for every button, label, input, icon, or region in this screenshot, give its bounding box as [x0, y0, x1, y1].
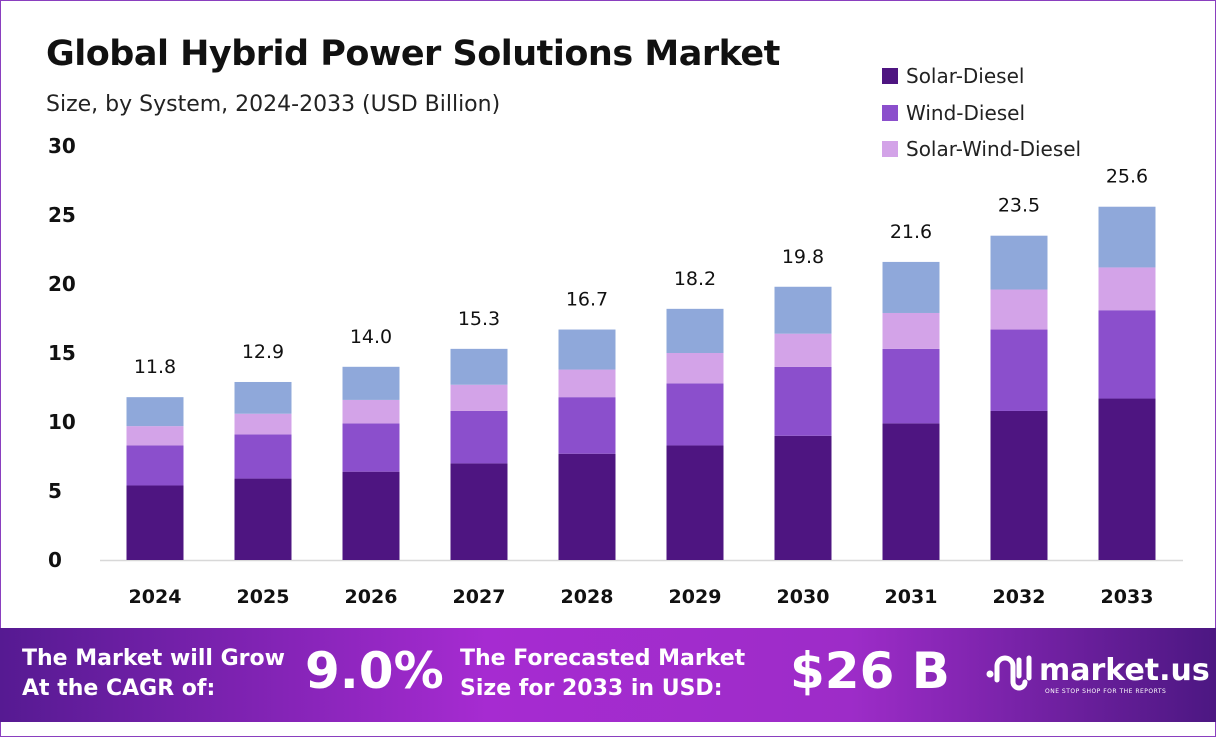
total-label-2026: 14.0	[350, 326, 392, 348]
total-label-2032: 23.5	[998, 195, 1040, 217]
logo-name: market.us	[1039, 652, 1210, 688]
bar-segment-series-4-2032	[990, 235, 1048, 290]
total-label-2027: 15.3	[458, 308, 500, 330]
bar-segment-series-4-2030	[774, 286, 832, 334]
legend-swatch	[882, 104, 898, 121]
legend-label: Wind-Diesel	[906, 100, 1026, 125]
forecast-label-line1: The Forecasted Market	[460, 646, 746, 671]
bar-chart: 05101520253011.8202412.9202514.0202615.3…	[48, 134, 1183, 608]
bar-segment-solar-wind-diesel-2024	[126, 426, 184, 446]
bar-segment-series-4-2026	[342, 366, 400, 400]
y-tick-label: 0	[48, 548, 62, 572]
bar-segment-solar-wind-diesel-2025	[234, 413, 292, 435]
legend-item-solar-wind-diesel: Solar-Wind-Diesel	[882, 131, 1081, 168]
cagr-label-line1: The Market will Grow	[22, 646, 285, 671]
bar-segment-solar-diesel-2032	[990, 410, 1048, 560]
x-tick-label-2029: 2029	[669, 586, 722, 608]
bar-segment-wind-diesel-2025	[234, 434, 292, 479]
bar-segment-solar-wind-diesel-2028	[558, 369, 616, 398]
x-tick-label-2025: 2025	[237, 586, 290, 608]
bar-segment-wind-diesel-2029	[666, 383, 724, 446]
logo-icon	[986, 655, 1032, 691]
bar-segment-series-4-2033	[1098, 206, 1156, 268]
bar-segment-solar-wind-diesel-2029	[666, 353, 724, 384]
legend-swatch	[882, 68, 898, 85]
legend-swatch	[882, 141, 898, 158]
bar-segment-series-4-2029	[666, 308, 724, 353]
x-tick-label-2032: 2032	[993, 586, 1046, 608]
total-label-2028: 16.7	[566, 289, 608, 311]
legend-label: Solar-Wind-Diesel	[906, 137, 1082, 162]
bar-segment-solar-diesel-2025	[234, 478, 292, 560]
chart-subtitle: Size, by System, 2024-2033 (USD Billion)	[46, 92, 501, 117]
x-tick-label-2024: 2024	[129, 586, 182, 608]
total-label-2025: 12.9	[242, 341, 284, 363]
x-tick-label-2028: 2028	[561, 586, 614, 608]
total-label-2033: 25.6	[1106, 166, 1148, 188]
bar-segment-solar-diesel-2033	[1098, 398, 1156, 560]
bar-segment-solar-diesel-2026	[342, 471, 400, 560]
bar-segment-series-4-2031	[882, 261, 940, 313]
y-tick-label: 5	[48, 479, 62, 503]
bar-segment-wind-diesel-2026	[342, 423, 400, 472]
y-tick-label: 20	[48, 272, 76, 296]
x-tick-label-2030: 2030	[777, 586, 830, 608]
bar-segment-solar-diesel-2029	[666, 445, 724, 560]
bar-segment-wind-diesel-2028	[558, 397, 616, 454]
x-tick-label-2026: 2026	[345, 586, 398, 608]
x-tick-label-2027: 2027	[453, 586, 506, 608]
legend-item-wind-diesel: Wind-Diesel	[882, 95, 1081, 132]
y-tick-label: 25	[48, 203, 76, 227]
bar-segment-solar-diesel-2028	[558, 453, 616, 560]
bar-segment-solar-wind-diesel-2027	[450, 384, 508, 411]
bar-segment-series-4-2028	[558, 329, 616, 370]
marketus-logo: market.us ONE STOP SHOP FOR THE REPORTS	[985, 648, 1210, 695]
forecast-label: The Forecasted Market Size for 2033 in U…	[460, 644, 745, 704]
bar-segment-series-4-2025	[234, 381, 292, 414]
footer-banner: The Market will Grow At the CAGR of: 9.0…	[0, 628, 1216, 722]
total-label-2031: 21.6	[890, 221, 932, 243]
total-label-2029: 18.2	[674, 268, 716, 290]
legend: Solar-Diesel Wind-Diesel Solar-Wind-Dies…	[882, 58, 1081, 168]
bar-segment-solar-wind-diesel-2030	[774, 333, 832, 367]
bar-segment-wind-diesel-2030	[774, 366, 832, 436]
bar-segment-solar-wind-diesel-2031	[882, 312, 940, 349]
chart-title: Global Hybrid Power Solutions Market	[46, 34, 780, 74]
y-tick-label: 30	[48, 134, 76, 158]
bar-segment-solar-wind-diesel-2032	[990, 289, 1048, 330]
cagr-label-line2: At the CAGR of:	[22, 676, 216, 701]
bar-segment-solar-wind-diesel-2033	[1098, 267, 1156, 311]
y-tick-label: 10	[48, 410, 76, 434]
x-tick-label-2033: 2033	[1101, 586, 1154, 608]
bar-segment-solar-wind-diesel-2026	[342, 399, 400, 424]
bar-segment-wind-diesel-2033	[1098, 310, 1156, 399]
cagr-label: The Market will Grow At the CAGR of:	[22, 644, 285, 704]
total-label-2030: 19.8	[782, 246, 824, 268]
bar-segment-solar-diesel-2030	[774, 435, 832, 560]
forecast-label-line2: Size for 2033 in USD:	[460, 676, 723, 701]
y-tick-label: 15	[48, 341, 76, 365]
bar-segment-series-4-2024	[126, 397, 184, 427]
cagr-value: 9.0%	[305, 642, 444, 700]
x-tick-label-2031: 2031	[885, 586, 938, 608]
bar-segment-solar-diesel-2027	[450, 463, 508, 560]
legend-item-solar-diesel: Solar-Diesel	[882, 58, 1081, 95]
bar-segment-wind-diesel-2024	[126, 445, 184, 486]
logo-tagline: ONE STOP SHOP FOR THE REPORTS	[1045, 688, 1167, 695]
bar-segment-wind-diesel-2031	[882, 348, 940, 424]
legend-label: Solar-Diesel	[906, 64, 1025, 89]
forecast-value: $26 B	[790, 642, 950, 700]
bar-segment-wind-diesel-2032	[990, 329, 1048, 411]
bar-segment-solar-diesel-2031	[882, 423, 940, 560]
bar-segment-series-4-2027	[450, 348, 508, 385]
bar-segment-wind-diesel-2027	[450, 410, 508, 464]
bar-segment-solar-diesel-2024	[126, 485, 184, 560]
total-label-2024: 11.8	[134, 356, 176, 378]
